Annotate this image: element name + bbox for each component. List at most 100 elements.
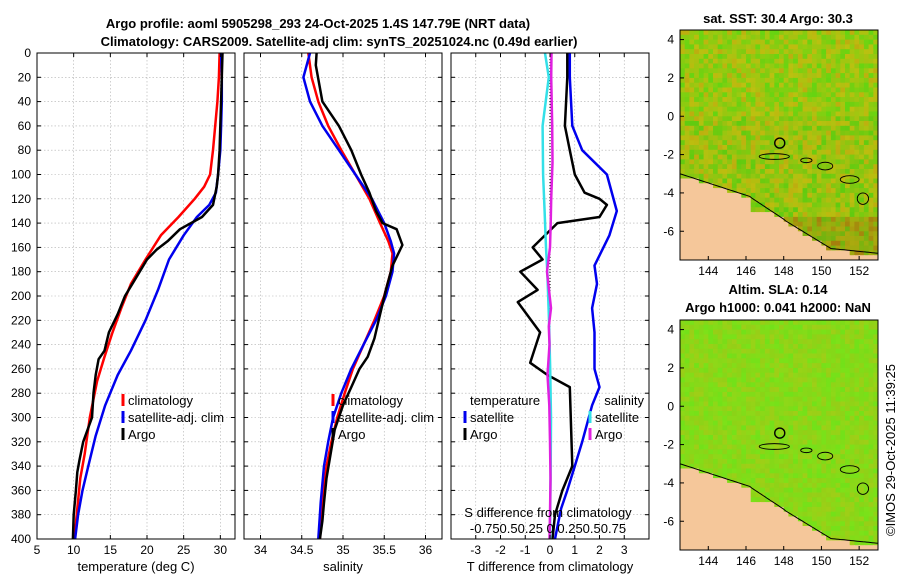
ocean-cell — [859, 207, 865, 213]
ocean-cell — [680, 320, 686, 326]
ocean-cell — [741, 111, 747, 117]
land-cell — [760, 516, 766, 522]
ocean-cell — [713, 116, 719, 122]
ocean-cell — [802, 125, 808, 132]
land-cell — [774, 530, 780, 537]
ocean-cell — [821, 240, 827, 247]
land-cell — [698, 255, 705, 260]
ocean-cell — [849, 473, 856, 479]
ocean-cell — [731, 473, 738, 479]
ocean-cell — [779, 406, 785, 412]
ocean-cell — [713, 68, 719, 74]
ocean-cell — [760, 468, 766, 474]
ocean-cell — [840, 358, 846, 364]
land-cell — [689, 255, 695, 260]
ocean-cell — [764, 435, 771, 441]
ocean-cell — [717, 468, 724, 474]
land-cell — [731, 255, 738, 260]
ocean-cell — [863, 339, 870, 345]
ocean-cell — [760, 169, 766, 175]
ocean-cell — [812, 63, 818, 69]
ocean-cell — [713, 396, 719, 403]
ocean-cell — [807, 454, 813, 460]
ocean-cell — [845, 363, 851, 369]
ocean-cell — [854, 324, 860, 331]
land-cell — [736, 526, 742, 532]
ocean-cell — [736, 425, 742, 431]
ocean-cell — [845, 487, 851, 494]
ocean-cell — [826, 240, 832, 247]
legend-title-salinity: salinity — [604, 393, 644, 408]
land-cell — [774, 535, 780, 541]
ocean-cell — [689, 339, 695, 345]
y-tick-label: 380 — [11, 508, 31, 522]
land-cell — [708, 188, 714, 194]
ocean-cell — [797, 382, 804, 388]
ocean-cell — [764, 411, 771, 417]
ocean-cell — [684, 87, 691, 93]
ocean-cell — [694, 391, 700, 398]
ocean-cell — [821, 216, 827, 223]
land-cell — [698, 506, 705, 513]
land-cell — [703, 545, 709, 550]
ocean-cell — [755, 154, 761, 160]
ocean-cell — [717, 87, 724, 93]
ocean-cell — [717, 58, 724, 65]
ocean-cell — [746, 363, 752, 369]
ocean-cell — [731, 149, 738, 156]
ocean-cell — [802, 324, 808, 331]
ocean-cell — [764, 463, 771, 470]
ocean-cell — [684, 353, 691, 359]
land-cell — [713, 226, 719, 232]
land-cell — [713, 492, 719, 498]
ocean-cell — [816, 521, 823, 527]
land-cell — [713, 216, 719, 223]
ocean-cell — [689, 106, 695, 113]
ocean-cell — [830, 463, 837, 470]
land-cell — [779, 216, 785, 223]
land-cell — [727, 207, 733, 213]
ocean-cell — [830, 54, 837, 60]
ocean-cell — [854, 492, 860, 498]
land-cell — [736, 236, 742, 242]
ocean-cell — [722, 324, 728, 331]
ocean-cell — [727, 449, 733, 455]
land-cell — [845, 545, 851, 550]
ocean-cell — [863, 188, 870, 194]
ocean-cell — [859, 178, 865, 184]
land-cell — [703, 226, 709, 232]
ocean-cell — [698, 439, 705, 446]
ocean-cell — [774, 30, 780, 36]
ocean-cell — [783, 212, 790, 218]
ocean-cell — [736, 54, 742, 60]
ocean-cell — [849, 502, 856, 508]
land-cell — [750, 502, 757, 508]
ocean-cell — [774, 202, 780, 208]
ocean-cell — [830, 125, 837, 132]
ocean-cell — [807, 372, 813, 379]
ocean-cell — [845, 130, 851, 136]
ocean-cell — [689, 30, 695, 36]
lat-tick-label: -4 — [663, 476, 674, 490]
ocean-cell — [684, 82, 691, 89]
ocean-cell — [736, 339, 742, 345]
ocean-cell — [684, 145, 691, 151]
land-cell — [741, 202, 747, 208]
ocean-cell — [807, 382, 813, 388]
ocean-cell — [816, 192, 823, 199]
ocean-cell — [689, 63, 695, 69]
ocean-cell — [873, 183, 878, 189]
ocean-cell — [802, 159, 808, 165]
ocean-cell — [845, 202, 851, 208]
ocean-cell — [863, 487, 870, 494]
ocean-cell — [764, 140, 771, 146]
ocean-cell — [727, 329, 733, 335]
series-line-temperature-satellite — [553, 53, 619, 539]
land-cell — [750, 216, 757, 223]
land-cell — [793, 255, 799, 260]
ocean-cell — [760, 367, 766, 374]
land-cell — [741, 526, 747, 532]
ocean-cell — [774, 449, 780, 455]
ocean-cell — [736, 68, 742, 74]
land-cell — [736, 202, 742, 208]
